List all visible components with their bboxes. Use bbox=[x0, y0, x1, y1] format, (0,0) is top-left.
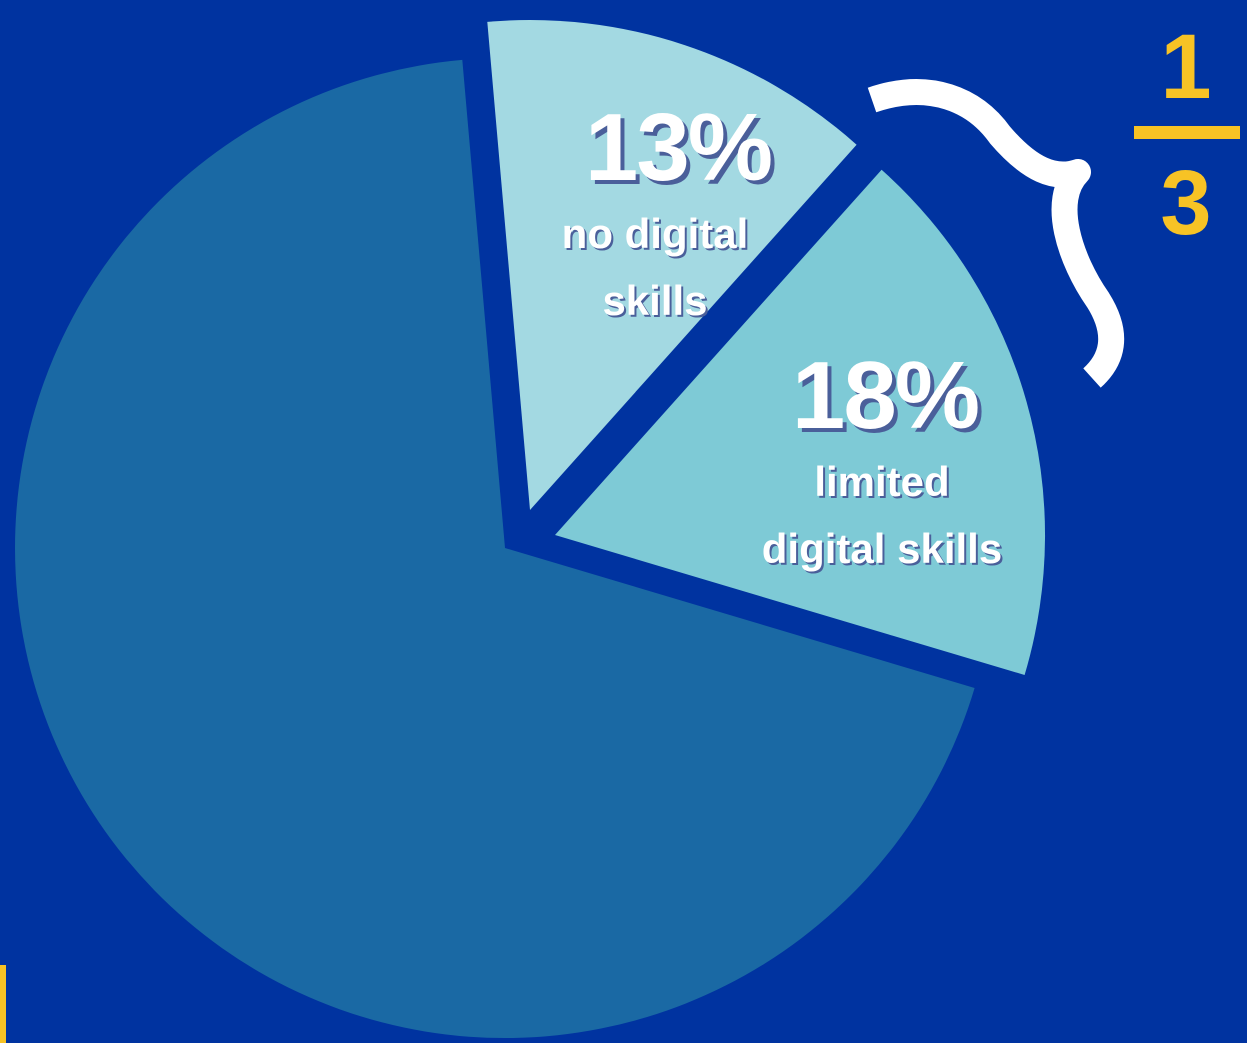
curly-brace-icon bbox=[867, 79, 1125, 388]
slice-label-shadow: skills bbox=[604, 279, 709, 326]
pie-slice-no-digital bbox=[487, 20, 857, 510]
slice-percent-limited-digital: 18% bbox=[792, 342, 978, 449]
fraction-numerator: 1 bbox=[1160, 16, 1211, 118]
slice-label-no-digital: no digital bbox=[562, 210, 749, 257]
slice-percent-shadow: 13% bbox=[589, 98, 775, 205]
slice-label-limited-digital: digital skills bbox=[762, 525, 1002, 572]
pie-slice-limited-digital bbox=[555, 169, 1046, 675]
edge-accent-mark bbox=[0, 965, 6, 1043]
fraction-bar bbox=[1134, 126, 1240, 139]
slice-label-shadow: limited bbox=[816, 460, 951, 507]
slice-percent-shadow: 18% bbox=[796, 346, 982, 453]
pie-slice-rest bbox=[15, 59, 975, 1039]
slice-label-no-digital: skills bbox=[602, 277, 707, 324]
slice-percent-no-digital: 13% bbox=[585, 94, 771, 201]
slice-label-shadow: no digital bbox=[564, 212, 751, 259]
fraction-denominator: 3 bbox=[1160, 152, 1211, 254]
slice-label-limited-digital: limited bbox=[814, 458, 949, 505]
slice-label-shadow: digital skills bbox=[764, 527, 1004, 574]
